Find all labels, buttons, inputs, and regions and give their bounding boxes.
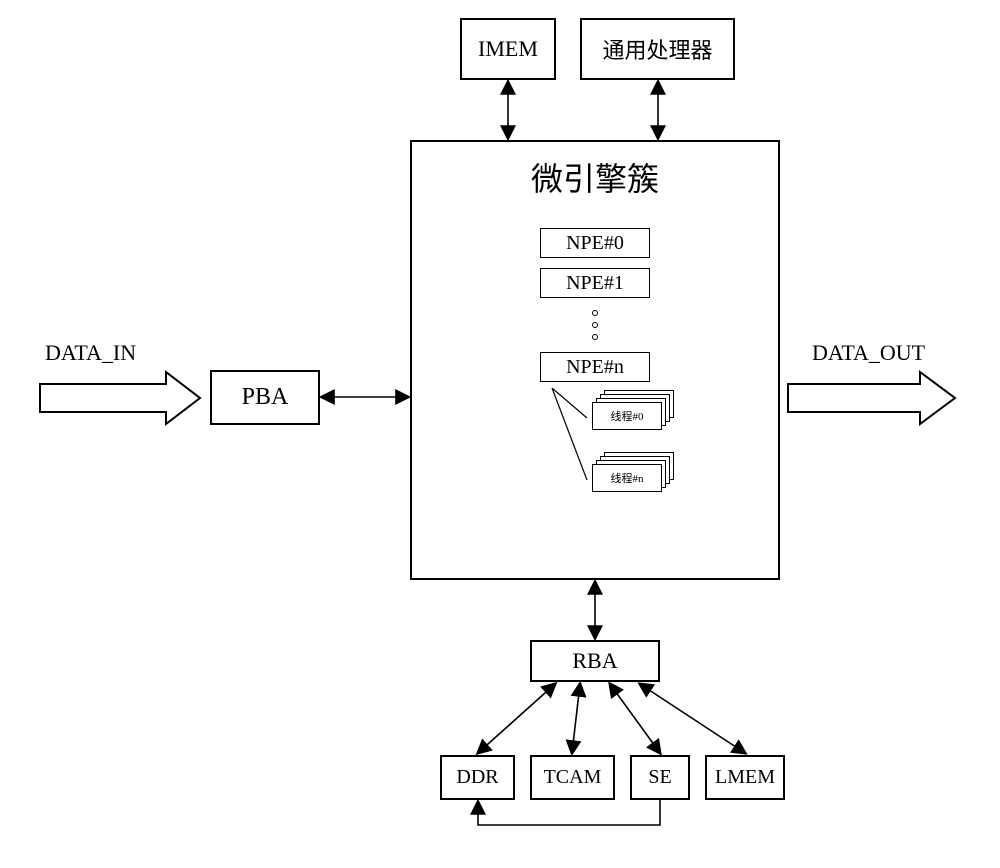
se-label: SE <box>648 766 671 789</box>
thread-card-front: 线程#n <box>592 464 662 492</box>
data-in-arrow-icon <box>40 372 200 424</box>
connector-rba-lmem <box>640 684 745 753</box>
pba-label: PBA <box>242 384 289 411</box>
thread-card-front: 线程#0 <box>592 402 662 430</box>
npe-list: NPE#0 NPE#1 NPE#n <box>422 228 768 518</box>
data-in-label: DATA_IN <box>45 340 136 366</box>
tcam-block: TCAM <box>530 755 615 800</box>
lmem-label: LMEM <box>715 766 775 789</box>
cluster-title: 微引擎簇 <box>422 154 768 200</box>
connector-se-ddr-loop <box>478 800 660 825</box>
thread-label: 线程#n <box>611 470 644 486</box>
se-block: SE <box>630 755 690 800</box>
imem-block: IMEM <box>460 18 556 80</box>
thread-label: 线程#0 <box>611 408 644 424</box>
rba-label: RBA <box>572 648 617 674</box>
npe-label: NPE#0 <box>566 232 624 255</box>
general-processor-label: 通用处理器 <box>602 33 712 65</box>
ddr-label: DDR <box>456 766 498 789</box>
pba-block: PBA <box>210 370 320 425</box>
data-out-label: DATA_OUT <box>812 340 925 366</box>
rba-block: RBA <box>530 640 660 682</box>
connector-rba-ddr <box>478 684 555 753</box>
lmem-block: LMEM <box>705 755 785 800</box>
npe-item: NPE#n <box>540 352 650 382</box>
imem-label: IMEM <box>478 36 538 62</box>
data-out-arrow-icon <box>788 372 955 424</box>
ellipsis-icon <box>422 310 768 340</box>
micro-engine-cluster: 微引擎簇 NPE#0 NPE#1 NPE#n <box>410 140 780 580</box>
ddr-block: DDR <box>440 755 515 800</box>
npe-label: NPE#n <box>566 356 624 379</box>
tcam-label: TCAM <box>544 766 602 789</box>
connector-rba-se <box>610 684 660 753</box>
general-processor-block: 通用处理器 <box>580 18 735 80</box>
npe-item: NPE#1 <box>540 268 650 298</box>
thread-area: 线程#0 线程#n <box>422 388 768 518</box>
npe-item: NPE#0 <box>540 228 650 258</box>
connector-rba-tcam <box>572 684 580 753</box>
npe-label: NPE#1 <box>566 272 624 295</box>
